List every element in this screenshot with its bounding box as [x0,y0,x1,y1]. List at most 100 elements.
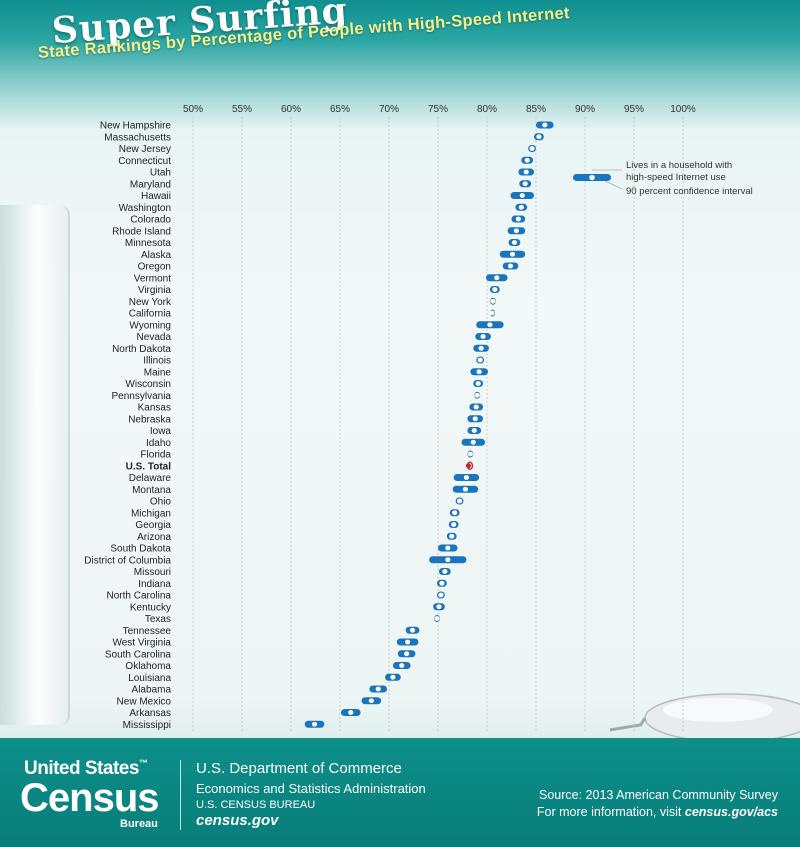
category-label: North Carolina [107,591,172,602]
estimate-point [487,322,493,328]
category-label: Missouri [134,567,171,578]
category-label: New York [129,297,172,308]
category-label: Arizona [137,532,171,543]
estimate-point [470,439,476,445]
estimate-point [452,510,458,516]
category-label: Mississippi [123,720,171,731]
estimate-point [515,216,521,222]
estimate-point [524,157,530,163]
estimate-point [449,533,455,539]
estimate-point [529,146,535,151]
x-tick-label: 95% [624,104,644,115]
category-label: Idaho [146,438,171,449]
more-info: For more information, visit census.gov/a… [536,805,778,819]
estimate-point [519,193,525,198]
estimate-point [523,169,529,175]
estimate-point [445,557,451,563]
category-label: Hawaii [141,191,171,202]
x-axis-ticks: 50% 55% 60% 65% 70% 75% 80% 85% 90% 95% 100% [183,104,696,115]
estimate-point [456,498,463,504]
estimate-point [311,721,318,727]
estimate-point [489,310,495,316]
acs-link[interactable]: census.gov/acs [684,805,778,819]
estimate-point [409,627,416,633]
estimate-point [494,275,500,281]
mouse-illustration [610,693,800,743]
estimate-point [451,522,457,527]
census-website-link[interactable]: census.gov [196,812,279,829]
estimate-point [477,357,483,363]
category-label: Kansas [138,403,171,414]
estimate-point [442,569,448,574]
estimate-point [465,463,471,469]
category-label: Oklahoma [125,661,171,672]
estimate-point [445,545,451,551]
category-label: Louisiana [128,673,171,684]
legend-leader-line-2 [604,180,623,190]
estimate-point [462,486,469,492]
estimate-point [471,428,477,433]
category-label: Wyoming [129,320,171,331]
category-label: Minnesota [125,238,172,249]
category-label: Massachusetts [104,132,171,143]
x-tick-label: 55% [232,104,252,115]
x-tick-label: 70% [379,104,399,115]
estimate-point [473,404,479,410]
estimate-point [507,263,514,269]
estimate-point [438,592,444,598]
legend-interval-label: 90 percent confidence interval [626,186,753,197]
estimate-point [404,651,410,657]
category-label: Texas [145,614,171,625]
category-label: New Hampshire [100,121,172,132]
category-label: Oregon [138,262,171,273]
footer: United States™ Census Bureau U.S. Depart… [0,738,800,847]
category-label: Maine [144,367,172,378]
administration-name: Economics and Statistics Administration [196,781,426,796]
estimate-point [480,334,486,339]
category-label: Kentucky [130,602,171,613]
census-logo-top: United States™ [24,758,148,779]
estimate-point [467,451,473,457]
legend-point-label-line2: high-speed Internet use [626,172,726,183]
category-label: Ohio [150,497,172,508]
category-label: Wisconsin [125,379,171,390]
estimate-point [542,122,548,128]
estimate-point [439,580,445,586]
category-label: South Carolina [105,649,172,660]
x-tick-label: 100% [670,104,696,115]
category-label: New Mexico [117,696,172,707]
x-tick-label: 50% [183,104,203,115]
category-label: Vermont [134,273,171,284]
x-tick-label: 85% [526,104,546,115]
x-tick-label: 75% [428,104,448,115]
category-label: Washington [119,203,171,214]
estimate-point [490,298,496,304]
category-label: South Dakota [110,544,171,555]
category-label: Utah [150,168,171,179]
category-label-us-total: U.S. Total [126,461,172,472]
monitor-illustration [0,205,70,725]
estimate-point [434,616,440,621]
estimate-point [518,204,524,210]
category-label: Georgia [135,520,171,531]
footer-divider [180,760,181,830]
estimate-point [405,639,411,645]
category-label: Arkansas [129,708,171,719]
x-tick-label: 80% [477,104,497,115]
x-tick-label: 65% [330,104,350,115]
category-label: Michigan [131,508,171,519]
census-logo-bureau: Bureau [120,818,158,830]
category-label: Alaska [141,250,171,261]
category-label: Pennsylvania [112,391,172,402]
category-label: District of Columbia [84,555,171,566]
category-label: California [129,309,172,320]
category-label: Alabama [132,685,172,696]
category-label: Virginia [138,285,172,296]
estimate-point [536,134,542,140]
x-tick-label: 60% [281,104,301,115]
category-label: North Dakota [112,344,171,355]
category-label: Rhode Island [112,226,171,237]
category-label: Connecticut [118,156,171,167]
department-name: U.S. Department of Commerce [196,760,402,777]
